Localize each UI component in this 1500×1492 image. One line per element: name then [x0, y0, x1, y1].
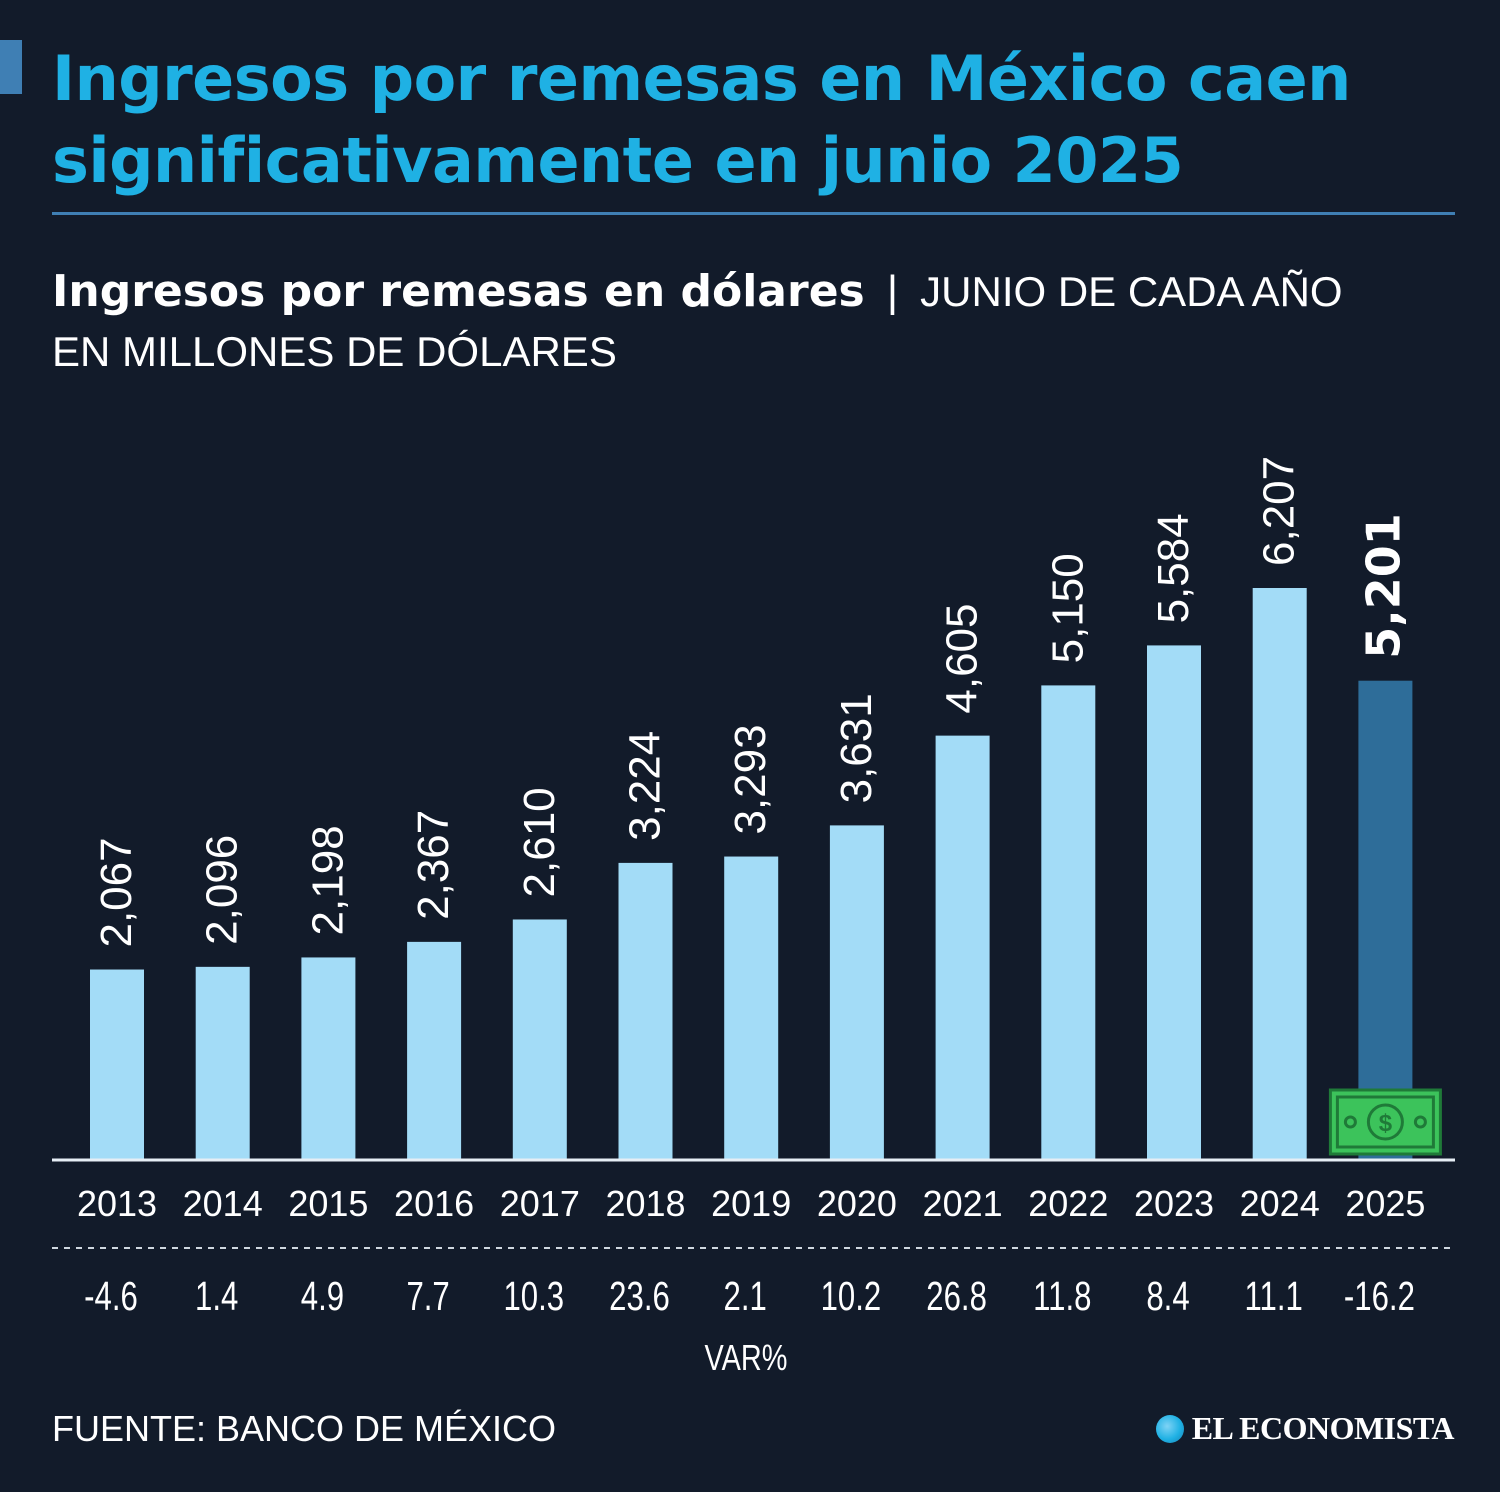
brand-mark-icon — [1155, 1414, 1184, 1443]
x-tick-2019: 2019 — [711, 1183, 791, 1224]
x-tick-2024: 2024 — [1240, 1183, 1320, 1224]
bar-2023 — [1147, 645, 1201, 1160]
icon-layer: $ — [1328, 1088, 1442, 1156]
var-pct-2020: 10.2 — [821, 1273, 882, 1319]
bar-2025 — [1358, 680, 1413, 1160]
subtitle-divider: | — [886, 267, 899, 316]
bill-coin — [1366, 1103, 1404, 1141]
bar-2024 — [1252, 588, 1307, 1160]
bill-dot-right — [1413, 1115, 1427, 1129]
bill-border — [1335, 1095, 1435, 1149]
bar-2018 — [618, 862, 673, 1160]
brand-logo: EL ECONOMISTA — [1155, 1410, 1455, 1447]
bill-dot-left — [1343, 1115, 1357, 1129]
source-note: FUENTE: BANCO DE MÉXICO — [52, 1408, 557, 1449]
value-label-2015: 2,198 — [303, 825, 352, 935]
value-label-2017: 2,610 — [515, 787, 564, 897]
dollar-bill-icon: $ — [1328, 1088, 1442, 1156]
bar-2020 — [829, 825, 884, 1160]
var-pct-2016: 7.7 — [406, 1273, 449, 1319]
value-label-2025: 5,201 — [1356, 513, 1410, 659]
var-pct-2014: 1.4 — [195, 1273, 238, 1319]
x-tick-2018: 2018 — [605, 1183, 685, 1224]
x-tick-2023: 2023 — [1134, 1183, 1214, 1224]
chart-qualifier: JUNIO DE CADA AÑO — [920, 268, 1343, 315]
chart-subtitle: Ingresos por remesas en dólares — [52, 266, 865, 317]
var-pct-label: VAR% — [705, 1338, 788, 1378]
value-label-2013: 2,067 — [92, 837, 141, 947]
value-label-2024: 6,207 — [1255, 456, 1304, 566]
bar-2016 — [407, 941, 462, 1160]
value-label-2019: 3,293 — [726, 724, 775, 834]
var-pct-2019: 2.1 — [724, 1273, 767, 1319]
var-pct-2021: 26.8 — [926, 1273, 987, 1319]
bar-2014 — [195, 966, 250, 1160]
x-tick-2015: 2015 — [288, 1183, 368, 1224]
bar-2015 — [301, 957, 356, 1160]
var-pct-2015: 4.9 — [301, 1273, 344, 1319]
x-tick-2022: 2022 — [1028, 1183, 1108, 1224]
value-label-2018: 3,224 — [621, 731, 670, 841]
bar-chart: 2,067 2,096 2,198 2,367 2,610 3,224 3,293 3,631… — [52, 456, 1455, 1378]
x-tick-2017: 2017 — [500, 1183, 580, 1224]
brand-name: EL ECONOMISTA — [1191, 1410, 1455, 1446]
x-tick-2021: 2021 — [923, 1183, 1003, 1224]
bar-2013 — [90, 969, 144, 1160]
bar-2022 — [1041, 685, 1096, 1160]
value-label-2023: 5,584 — [1149, 513, 1198, 623]
bar-2017 — [512, 919, 567, 1160]
headline: Ingresos por remesas en México caen sign… — [52, 42, 1351, 197]
x-tick-2020: 2020 — [817, 1183, 897, 1224]
bar-2019 — [724, 856, 779, 1160]
units-label: EN MILLONES DE DÓLARES — [52, 328, 617, 375]
x-tick-2025: 2025 — [1345, 1183, 1425, 1224]
var-pct-values: -4.6 1.4 4.9 7.7 10.3 23.6 2.1 10.2 26.8 11.8 8.4 1… — [84, 1273, 1415, 1319]
x-tick-2016: 2016 — [394, 1183, 474, 1224]
var-pct-2017: 10.3 — [503, 1273, 564, 1319]
accent-bar — [0, 40, 22, 94]
var-pct-2024: 11.1 — [1245, 1273, 1303, 1319]
bill-dollar-sign: $ — [1379, 1110, 1393, 1137]
bar-2021 — [935, 735, 990, 1160]
value-label-2016: 2,367 — [409, 810, 458, 920]
x-tick-labels: 2013 2014 2015 2016 2017 2018 2019 2020 2021 2022… — [77, 1183, 1425, 1224]
headline-rule — [52, 212, 1455, 215]
var-pct-2023: 8.4 — [1146, 1273, 1189, 1319]
subtitle-row: Ingresos por remesas en dólares | JUNIO DE… — [52, 262, 1492, 320]
bars-group: 2,067 2,096 2,198 2,367 2,610 3,224 3,293 3,631… — [90, 456, 1413, 1160]
var-pct-2025: -16.2 — [1344, 1273, 1415, 1319]
value-label-2020: 3,631 — [832, 693, 881, 803]
var-pct-2018: 23.6 — [609, 1273, 670, 1319]
var-pct-2013: -4.6 — [84, 1273, 138, 1319]
value-label-2022: 5,150 — [1043, 553, 1092, 663]
value-label-2014: 2,096 — [198, 835, 247, 945]
x-tick-2014: 2014 — [183, 1183, 263, 1224]
x-tick-2013: 2013 — [77, 1183, 157, 1224]
value-label-2021: 4,605 — [938, 604, 987, 714]
var-pct-2022: 11.8 — [1033, 1273, 1091, 1319]
